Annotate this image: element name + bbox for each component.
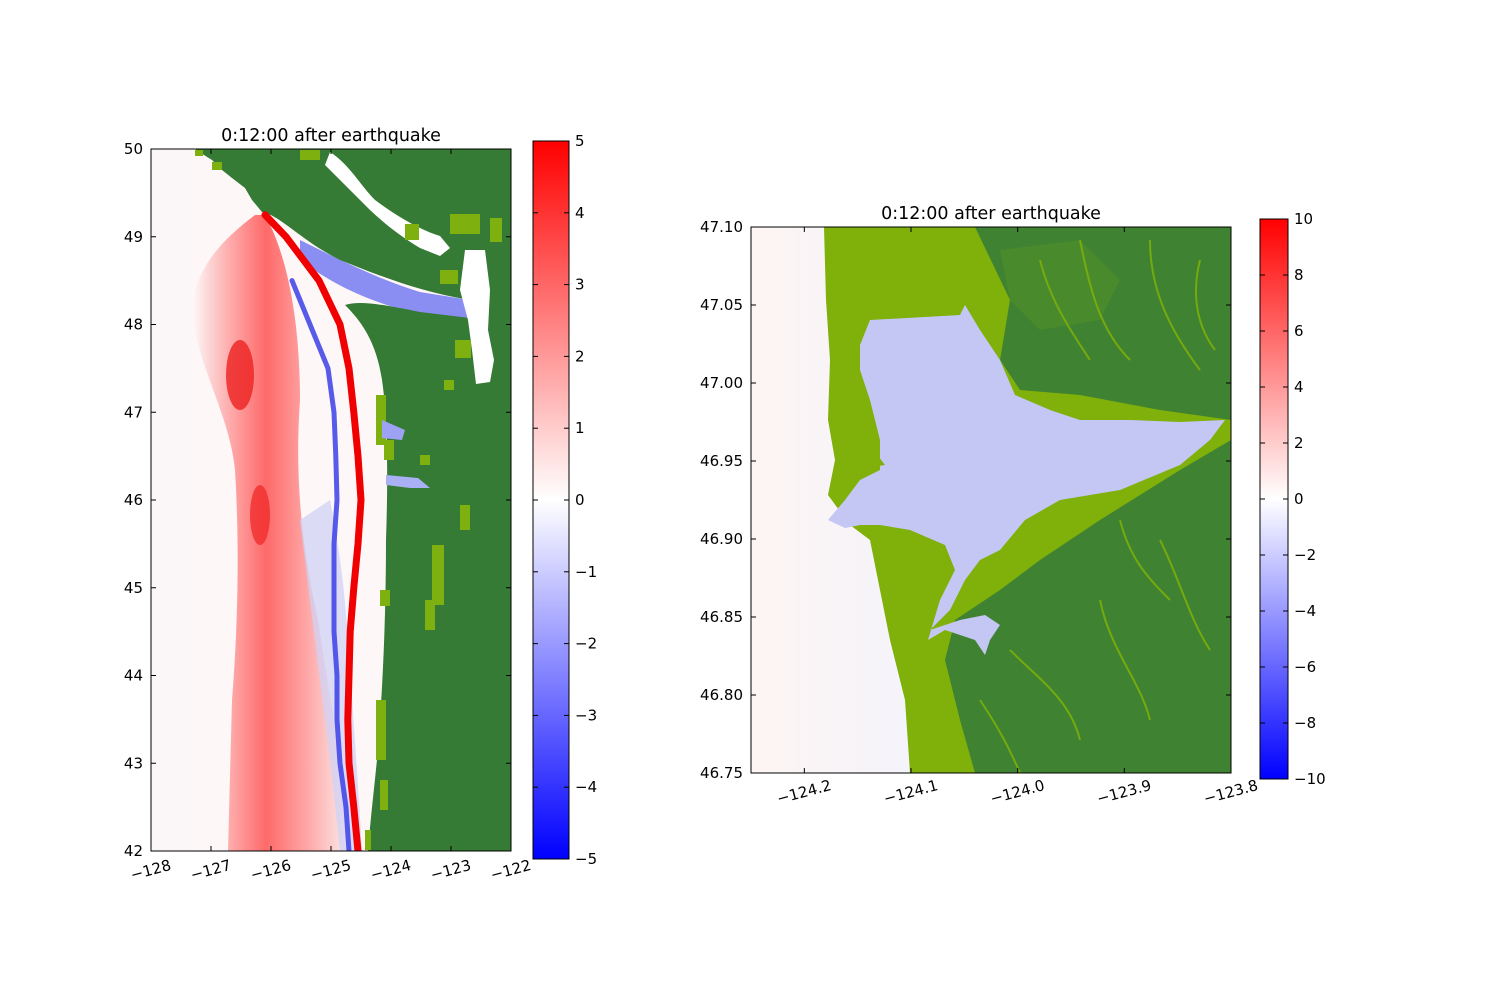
x-tick-label: −127	[189, 856, 233, 884]
y-tick-label: 47.10	[700, 218, 743, 236]
left-map	[151, 149, 511, 851]
right-map	[751, 227, 1231, 773]
right-land-upland-patch	[1000, 240, 1120, 330]
colorbar-tick-label: −4	[575, 778, 597, 796]
left-colorbar-ticks: −5 −4 −3 −2 −1 0 1 2 3 4 5	[533, 132, 597, 868]
y-tick-label: 46.95	[700, 452, 743, 470]
left-panel: 0:12:00 after earthquake	[124, 126, 597, 884]
colorbar-tick-label: 5	[575, 132, 585, 150]
right-ridge-lines	[979, 239, 1216, 773]
left-strait	[300, 240, 470, 318]
right-axes-frame	[750, 226, 1232, 774]
x-tick-label: −124.2	[775, 776, 833, 808]
x-tick-label: −124.1	[882, 776, 940, 808]
left-land	[196, 149, 511, 851]
y-tick-label: 42	[124, 842, 143, 860]
colorbar-tick-label: −1	[575, 563, 597, 581]
colorbar-tick-label: 6	[1294, 322, 1304, 340]
left-trough-front	[289, 278, 352, 851]
right-panel-title: 0:12:00 after earthquake	[881, 204, 1101, 224]
y-tick-label: 50	[124, 140, 143, 158]
colorbar-tick-label: −3	[575, 706, 597, 724]
colorbar-tick-label: −6	[1294, 658, 1316, 676]
left-colorbar-gradient	[532, 140, 570, 860]
y-tick-label: 47.05	[700, 296, 743, 314]
right-y-axis: 46.75 46.80 46.85 46.90 46.95 47.00 47.05 47.10	[700, 218, 1231, 782]
right-colorbar-ticks: −10 −8 −6 −4 −2 0 2 4 6 8 10	[1260, 210, 1326, 788]
colorbar-tick-label: 3	[575, 276, 585, 294]
left-estuary-2	[386, 475, 430, 488]
x-tick-label: −128	[129, 856, 173, 884]
left-lobe-peak-1	[226, 340, 254, 410]
y-tick-label: 46.85	[700, 608, 743, 626]
x-tick-label: −123.8	[1202, 776, 1260, 808]
y-tick-label: 43	[124, 754, 143, 772]
colorbar-tick-label: 2	[575, 347, 585, 365]
colorbar-tick-label: −2	[1294, 546, 1316, 564]
colorbar-tick-label: 4	[575, 204, 585, 222]
right-panel: 0:12:00 after earthquake	[700, 204, 1326, 808]
left-lobe-peak-2	[250, 485, 270, 545]
colorbar-tick-label: 4	[1294, 378, 1304, 396]
y-tick-label: 47	[124, 403, 143, 421]
x-tick-label: −124	[369, 856, 413, 884]
x-tick-label: −123.9	[1095, 776, 1153, 808]
left-colorbar: −5 −4 −3 −2 −1 0 1 2 3 4 5	[532, 132, 597, 868]
colorbar-tick-label: −8	[1294, 714, 1316, 732]
left-crest-front	[261, 211, 365, 851]
y-tick-label: 45	[124, 579, 143, 597]
y-tick-label: 44	[124, 667, 143, 685]
left-panel-title: 0:12:00 after earthquake	[221, 126, 441, 146]
colorbar-tick-label: 1	[575, 419, 585, 437]
colorbar-tick-label: 0	[575, 491, 585, 509]
right-land-upland	[945, 227, 1231, 773]
colorbar-tick-label: −5	[575, 850, 597, 868]
y-tick-label: 49	[124, 228, 143, 246]
y-tick-label: 46	[124, 491, 143, 509]
right-bay	[828, 305, 1225, 655]
colorbar-tick-label: 10	[1294, 210, 1313, 228]
left-puget-sound	[460, 250, 494, 384]
x-tick-label: −126	[249, 856, 293, 884]
right-colorbar: −10 −8 −6 −4 −2 0 2 4 6 8 10	[1259, 210, 1326, 788]
colorbar-tick-label: 0	[1294, 490, 1304, 508]
y-tick-label: 48	[124, 316, 143, 334]
y-tick-label: 46.90	[700, 530, 743, 548]
right-bay-islands	[855, 452, 885, 468]
left-ocean-far-field	[151, 149, 191, 851]
x-tick-label: −125	[309, 856, 353, 884]
x-tick-label: −122	[489, 856, 533, 884]
colorbar-tick-label: 2	[1294, 434, 1304, 452]
colorbar-tick-label: 8	[1294, 266, 1304, 284]
left-shore-patches	[195, 150, 502, 850]
y-tick-label: 46.75	[700, 764, 743, 782]
colorbar-tick-label: −10	[1294, 770, 1326, 788]
y-tick-label: 46.80	[700, 686, 743, 704]
left-y-axis: 42 43 44 45 46 47 48 49 50	[124, 140, 511, 860]
x-tick-label: −123	[429, 856, 473, 884]
x-tick-label: −124.0	[988, 776, 1046, 808]
colorbar-tick-label: −2	[575, 635, 597, 653]
left-estuary-1	[382, 420, 405, 440]
y-tick-label: 47.00	[700, 374, 743, 392]
colorbar-tick-label: −4	[1294, 602, 1316, 620]
